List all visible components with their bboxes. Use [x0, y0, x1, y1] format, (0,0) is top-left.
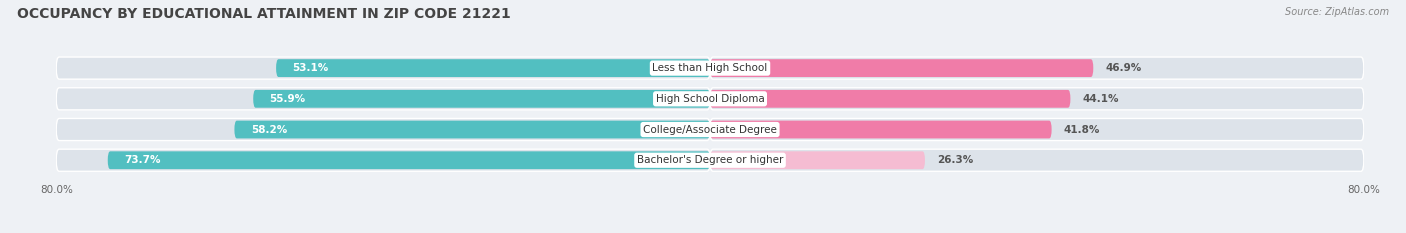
Text: 73.7%: 73.7% [124, 155, 160, 165]
FancyBboxPatch shape [710, 57, 1364, 79]
Text: High School Diploma: High School Diploma [655, 94, 765, 104]
Text: 46.9%: 46.9% [1105, 63, 1142, 73]
Text: 53.1%: 53.1% [292, 63, 329, 73]
Text: College/Associate Degree: College/Associate Degree [643, 124, 778, 134]
FancyBboxPatch shape [276, 59, 710, 77]
FancyBboxPatch shape [710, 118, 1364, 140]
FancyBboxPatch shape [56, 57, 710, 79]
Text: 55.9%: 55.9% [270, 94, 305, 104]
Text: Source: ZipAtlas.com: Source: ZipAtlas.com [1285, 7, 1389, 17]
FancyBboxPatch shape [710, 90, 1070, 108]
Text: 44.1%: 44.1% [1083, 94, 1119, 104]
FancyBboxPatch shape [56, 88, 710, 110]
Text: Bachelor's Degree or higher: Bachelor's Degree or higher [637, 155, 783, 165]
FancyBboxPatch shape [710, 59, 1094, 77]
FancyBboxPatch shape [108, 151, 710, 169]
FancyBboxPatch shape [710, 149, 1364, 171]
FancyBboxPatch shape [710, 88, 1364, 110]
FancyBboxPatch shape [235, 121, 710, 138]
Text: Less than High School: Less than High School [652, 63, 768, 73]
FancyBboxPatch shape [56, 149, 710, 171]
FancyBboxPatch shape [710, 151, 925, 169]
Text: 26.3%: 26.3% [938, 155, 973, 165]
Text: 41.8%: 41.8% [1064, 124, 1101, 134]
Text: OCCUPANCY BY EDUCATIONAL ATTAINMENT IN ZIP CODE 21221: OCCUPANCY BY EDUCATIONAL ATTAINMENT IN Z… [17, 7, 510, 21]
FancyBboxPatch shape [56, 118, 710, 140]
FancyBboxPatch shape [253, 90, 710, 108]
Text: 58.2%: 58.2% [250, 124, 287, 134]
FancyBboxPatch shape [710, 121, 1052, 138]
